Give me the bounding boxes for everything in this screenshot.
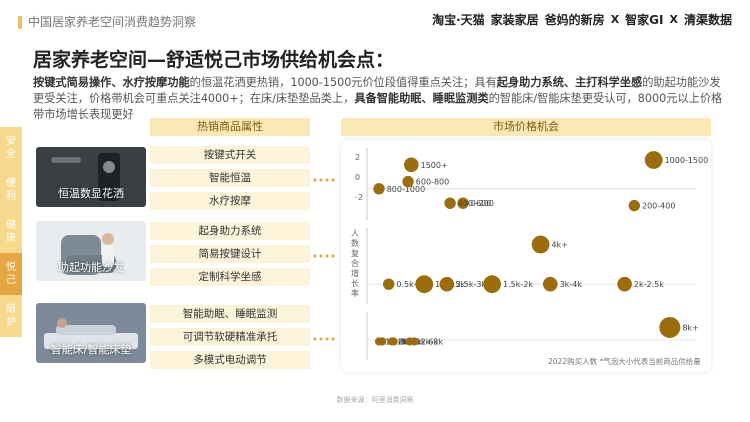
connector-dots (313, 178, 335, 182)
bubble (382, 278, 395, 290)
y-tick-label: -2 (355, 193, 363, 202)
intro-highlight: 起身助力系统、主打科学坐感 (496, 76, 643, 89)
product-photo-shower: 恒温数显花洒 (36, 147, 146, 207)
page-title: 居家养老空间—舒适悦己市场供给机会点： (33, 49, 395, 71)
y-axis-label: 率 (351, 288, 359, 298)
product-photo-bed: 智能床/智能床垫 (36, 303, 146, 363)
intro-segment: 的恒温花洒更热销，1000-1500元价位段值得重点关注；具有 (189, 76, 497, 89)
y-axis-label: 增 (351, 268, 359, 278)
attribute-item: 智能助眠、睡眠监测 (150, 305, 310, 323)
bubble-label: 5k-6k (416, 337, 439, 346)
bubble-label: 2k-2.5k (634, 280, 664, 289)
y-axis-label: 人 (351, 229, 359, 238)
data-source: 数据来源：阿里消费洞察 (336, 396, 414, 404)
brand-zhijia: 智家GI (625, 13, 664, 27)
side-tab-5[interactable]: 陪 护 (6, 304, 16, 328)
attribute-item: 按键式开关 (150, 146, 310, 164)
bubble (659, 316, 681, 338)
connector-dots (313, 254, 335, 258)
bubble (404, 157, 419, 173)
y-axis-label: 数 (351, 238, 359, 248)
bubble (439, 276, 455, 292)
y-tick-label: 0 (355, 173, 360, 182)
bed-image (36, 303, 146, 363)
bubble (410, 337, 419, 346)
bubble (483, 275, 502, 294)
bubble (457, 197, 469, 209)
bubble-label: 0.5k-1k (396, 280, 426, 289)
bubble-label: 0-200 (471, 199, 494, 208)
y-tick-label: 2 (355, 153, 360, 162)
intro-segment: 的智能床/智能床垫更受认可，8000元以上价格带市场增长表现更好 (33, 92, 723, 121)
intro-text: 按键式简易操作、水疗按摩功能的恒温花洒更热销，1000-1500元价位段值得重点… (33, 75, 723, 123)
bubble-label: 2.5k-3k (456, 280, 486, 289)
attribute-item: 可调节软硬精准承托 (150, 328, 310, 346)
intro-highlight: 具备智能助眠、睡眠监测类 (354, 92, 489, 105)
brand-separator: X (669, 13, 678, 26)
side-tab-1[interactable]: 安 全 (6, 136, 16, 160)
product-caption: 恒温数显花洒 (58, 187, 124, 200)
market-chart-panel (341, 140, 711, 372)
bubble-label: 600-800 (416, 178, 449, 187)
bubble-label: 1.5k-2k (503, 280, 533, 289)
bubble-label: 7k-8k (388, 337, 411, 346)
intro-highlight: 按键式简易操作、水疗按摩功能 (33, 76, 190, 89)
chart-note: 2022购买人数 *气泡大小代表当前商品供给量 (548, 357, 701, 366)
y-axis-label: 长 (351, 278, 359, 288)
bubble-label: 1500+ (421, 161, 448, 170)
attributes-column-header: 热销商品属性 (150, 118, 310, 136)
bubble-label: 800-1000 (387, 185, 426, 194)
sofa-image (36, 221, 146, 281)
bubble-label: 2k-3k (421, 337, 444, 346)
bubble (617, 276, 632, 292)
attribute-item: 简易按键设计 (150, 245, 310, 263)
side-tab-2[interactable]: 便 利 (6, 178, 16, 202)
header-accent-bar (18, 16, 22, 29)
header-title: 中国居家养老空间消费趋势洞察 (28, 15, 197, 29)
brand-qingqu: 清渠数据 (683, 13, 732, 27)
attribute-item: 水疗按摩 (150, 192, 310, 210)
brand-bar: 淘宝·天猫 家装家居 爸妈的新房 X 智家GI X 清渠数据 (432, 11, 732, 28)
bubble (644, 151, 663, 169)
side-tab-4[interactable]: 悦 己 (0, 253, 22, 295)
bubble-label: 400-600 (458, 199, 491, 208)
bubble-label: 200-400 (642, 202, 675, 211)
bubble (389, 337, 398, 346)
bubble (542, 276, 558, 292)
connector-dots (313, 337, 335, 341)
y-axis-label: 合 (351, 258, 359, 268)
bubble (444, 197, 456, 209)
y-axis-label: 复 (351, 248, 359, 258)
brand-parents: 爸妈的新房 (544, 13, 605, 27)
intro-segment: 的助起功能沙发更受关注，价格带机会可重点关注4000+；在床/床垫垫品类上， (33, 76, 721, 105)
bubble-label: 8k+ (682, 323, 698, 332)
product-photo-sofa: 助起功能沙发 (36, 221, 146, 281)
market-column-header: 市场价格机会 (341, 118, 711, 136)
bubble (373, 183, 385, 195)
attribute-item: 起身助力系统 (150, 222, 310, 240)
bubble (402, 175, 414, 188)
shower-image (36, 147, 146, 207)
side-category-tabs: 安 全便 利健 康悦 己陪 护 (0, 127, 22, 337)
bubble-label: 3k-4k (560, 280, 583, 289)
bubble (531, 235, 550, 254)
bubble-label: 4k+ (551, 241, 567, 250)
header: 中国居家养老空间消费趋势洞察 淘宝·天猫 家装家居 爸妈的新房 X 智家GI X… (0, 0, 750, 36)
attribute-item: 多模式电动调节 (150, 351, 310, 369)
bubble (415, 275, 434, 294)
brand-home: 家装家居 (490, 13, 539, 27)
brand-taobao: 淘宝·天猫 (432, 13, 485, 27)
bubble (378, 337, 387, 346)
bubble-label: 1000-1500 (665, 156, 709, 165)
product-caption: 助起功能沙发 (58, 261, 124, 274)
product-caption: 智能床/智能床垫 (50, 343, 132, 356)
side-tab-3[interactable]: 健 康 (6, 220, 16, 244)
brand-separator: X (610, 13, 620, 26)
attribute-item: 智能恒温 (150, 169, 310, 187)
bubble (628, 199, 640, 212)
attribute-item: 定制科学坐感 (150, 268, 310, 286)
